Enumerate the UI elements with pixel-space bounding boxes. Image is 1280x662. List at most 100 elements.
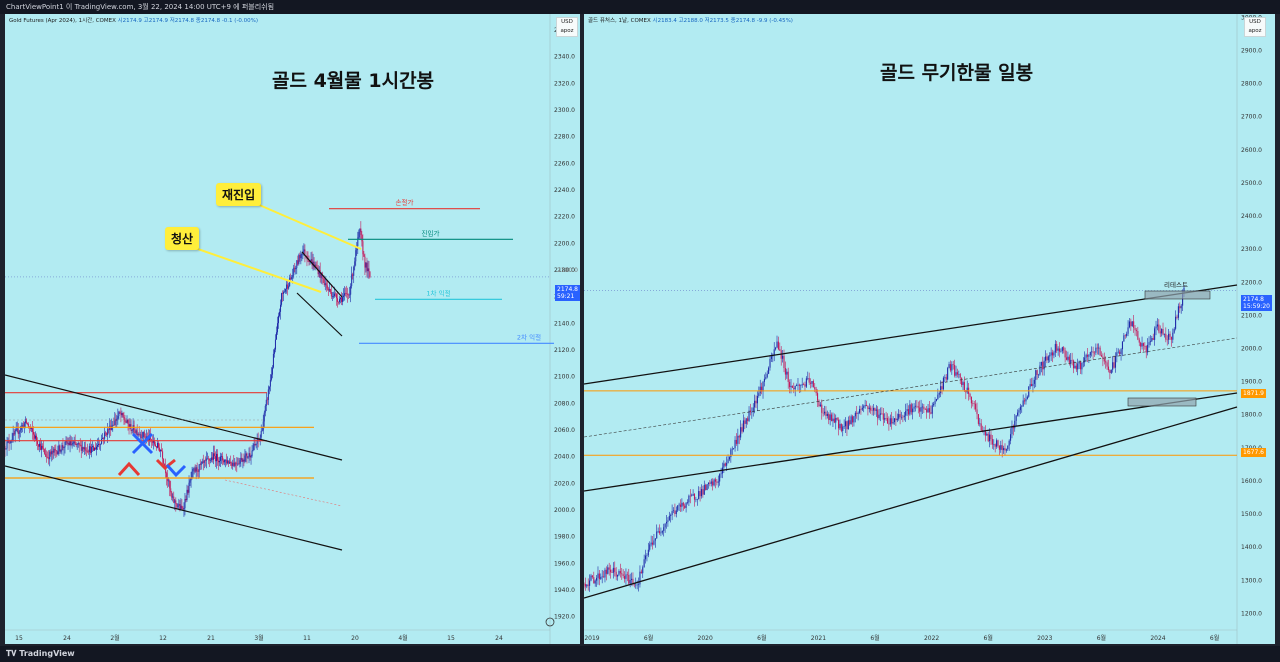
candle — [117, 416, 119, 419]
candle — [329, 289, 331, 293]
candle — [698, 491, 700, 500]
candle — [776, 341, 778, 348]
candle — [1039, 365, 1041, 375]
candle — [1156, 324, 1158, 327]
candle — [912, 408, 914, 413]
candle — [119, 412, 121, 413]
candle — [137, 433, 139, 436]
candle — [81, 447, 83, 451]
y-tick-label: 2100.0 — [554, 374, 575, 381]
candle — [1142, 343, 1144, 346]
candle — [322, 278, 324, 279]
candle — [1116, 352, 1118, 357]
candle — [707, 482, 710, 485]
candle — [800, 385, 802, 386]
candle — [70, 441, 72, 445]
candle — [263, 412, 265, 422]
candle — [277, 315, 279, 324]
right-chart-panel[interactable]: 1200.01300.01400.01500.01600.01700.01800… — [584, 14, 1275, 644]
candle — [589, 580, 591, 586]
candle — [895, 418, 897, 421]
candle — [1011, 425, 1013, 435]
candle — [108, 429, 110, 430]
candle — [250, 455, 252, 458]
candle — [367, 268, 369, 272]
candle — [849, 420, 851, 425]
candle — [614, 567, 616, 572]
candle — [955, 372, 957, 376]
candle — [1095, 347, 1097, 353]
candle — [664, 523, 666, 528]
candle — [769, 358, 771, 368]
candle — [1121, 341, 1124, 350]
candle — [123, 416, 125, 420]
candle — [817, 393, 819, 401]
candle — [1049, 355, 1051, 357]
candle — [1044, 356, 1047, 361]
candle — [593, 577, 595, 584]
candle — [120, 412, 122, 416]
candle — [737, 435, 739, 444]
candle — [1067, 356, 1069, 360]
candle — [315, 264, 317, 267]
candle — [584, 584, 586, 587]
channel-lower-trendline — [584, 392, 1238, 492]
candle — [45, 453, 47, 457]
candle — [172, 496, 174, 498]
left-unit-button[interactable]: USD apoz — [556, 17, 578, 37]
candle — [1133, 321, 1135, 328]
candle — [50, 451, 52, 455]
candle — [159, 447, 161, 452]
y-tick-label: 2320.0 — [554, 80, 575, 87]
candle — [608, 567, 610, 570]
x-tick-label: 2024 — [1150, 635, 1165, 642]
candle — [360, 228, 362, 235]
candle — [934, 400, 936, 404]
candle — [365, 262, 367, 268]
candle — [986, 433, 988, 436]
candle — [996, 440, 998, 447]
candle — [615, 571, 617, 577]
candle — [1081, 362, 1083, 370]
candle — [234, 462, 236, 466]
candle — [281, 293, 283, 305]
candle — [916, 405, 918, 407]
candle — [71, 444, 73, 445]
candle — [1086, 354, 1089, 357]
candle — [43, 448, 45, 450]
candle — [775, 347, 777, 350]
y-tick-label: 1800.0 — [1241, 412, 1262, 419]
candle — [807, 378, 809, 379]
right-unit-button[interactable]: USD apoz — [1244, 17, 1266, 37]
candle — [773, 349, 775, 355]
y-tick-label: 2240.0 — [554, 187, 575, 194]
candle — [128, 424, 130, 428]
tradingview-logo[interactable]: 𝐓𝐕 TradingView — [6, 646, 75, 662]
candle — [1004, 448, 1006, 451]
candle — [731, 448, 733, 450]
candle — [889, 418, 891, 425]
candle — [803, 384, 805, 385]
y-tick-label: 2060.0 — [554, 427, 575, 434]
candle — [910, 404, 912, 413]
candle — [1028, 386, 1030, 397]
candle — [1079, 362, 1082, 370]
candle — [90, 447, 92, 453]
candle — [891, 418, 893, 424]
candle — [840, 423, 842, 431]
reentry-callout: 재진입 — [216, 183, 262, 206]
candle — [1127, 327, 1129, 334]
left-chart-panel[interactable]: 1920.0 1940.0 1960.0 1980.0 2000.0 2020.0 2040… — [5, 14, 580, 644]
candle — [952, 364, 954, 365]
candle — [369, 271, 371, 278]
y-tick-label: 2900.0 — [1241, 47, 1262, 54]
candle — [308, 260, 310, 262]
candle — [755, 400, 757, 404]
candle — [223, 460, 225, 463]
candle — [761, 386, 763, 392]
candle — [199, 464, 201, 465]
candle — [699, 491, 701, 497]
candle — [104, 432, 106, 439]
candle — [9, 442, 11, 444]
candle — [793, 387, 795, 390]
